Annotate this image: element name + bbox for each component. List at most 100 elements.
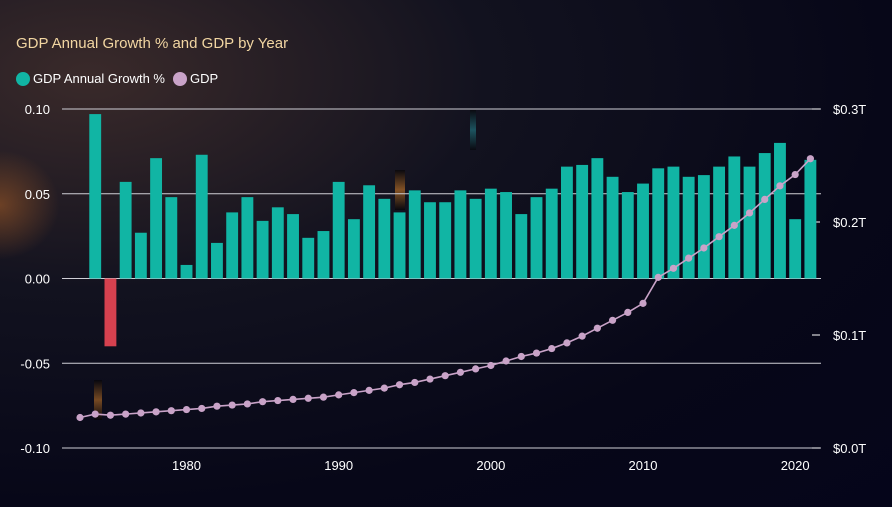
- gdp-point: [380, 384, 388, 392]
- bar: [287, 214, 299, 279]
- bar: [104, 278, 117, 347]
- legend-label-growth: GDP Annual Growth %: [33, 71, 165, 86]
- gdp-point: [441, 372, 449, 380]
- legend-label-gdp: GDP: [190, 71, 219, 86]
- bar: [195, 154, 208, 279]
- y-left-tick-label: -0.05: [20, 356, 50, 371]
- bar: [180, 264, 193, 279]
- bar: [424, 202, 436, 279]
- gdp-point: [761, 195, 769, 203]
- bar: [119, 181, 132, 279]
- gdp-point: [608, 316, 617, 324]
- bar: [804, 159, 817, 279]
- legend-item-growth[interactable]: GDP Annual Growth %: [16, 71, 165, 86]
- bar: [347, 219, 360, 279]
- gdp-point: [365, 386, 373, 394]
- bar: [256, 220, 269, 279]
- bar: [728, 156, 741, 279]
- gdp-point: [563, 339, 571, 347]
- bar: [439, 202, 452, 279]
- bar: [560, 166, 573, 279]
- bar: [515, 214, 528, 279]
- bar: [500, 192, 512, 279]
- gdp-point: [228, 401, 236, 409]
- bar: [530, 197, 543, 279]
- bar: [89, 114, 102, 279]
- background-glow: [94, 380, 102, 420]
- bar: [469, 198, 482, 279]
- bar: [378, 198, 391, 279]
- gdp-point: [182, 405, 191, 414]
- gdp-point: [213, 402, 221, 410]
- legend-marker-gdp: [173, 71, 187, 86]
- gdp-point: [502, 357, 510, 365]
- gdp-point: [456, 368, 465, 376]
- bar: [758, 153, 771, 279]
- bar: [606, 176, 619, 279]
- gdp-point: [106, 411, 115, 419]
- bar: [332, 181, 345, 279]
- bar: [393, 212, 406, 279]
- bar: [713, 166, 726, 279]
- bar: [652, 168, 665, 279]
- bar: [682, 176, 695, 279]
- gdp-point: [198, 404, 206, 413]
- gdp-point: [91, 410, 99, 418]
- bar: [454, 190, 467, 279]
- bar: [302, 237, 315, 279]
- gdp-point: [243, 400, 251, 408]
- gdp-point: [152, 408, 160, 416]
- bar: [134, 232, 147, 279]
- y-left-tick-label: 0.00: [25, 272, 50, 287]
- gdp-point: [578, 332, 586, 340]
- bar: [363, 185, 376, 279]
- gdp-point: [806, 155, 814, 163]
- bar: [317, 231, 330, 279]
- gdp-point: [548, 344, 556, 353]
- bar: [150, 158, 163, 279]
- gdp-point: [426, 375, 434, 383]
- gdp-point: [319, 393, 328, 401]
- x-tick-label: 2000: [476, 458, 505, 473]
- gdp-point: [654, 273, 662, 281]
- bar: [774, 142, 786, 279]
- chart-title: GDP Annual Growth % and GDP by Year: [16, 35, 289, 52]
- x-tick-label: 2020: [781, 458, 810, 473]
- y-right-tick-label: $0.3T: [833, 102, 866, 117]
- bar: [408, 190, 421, 279]
- y-right-tick-label: $0.0T: [833, 441, 866, 456]
- legend-item-gdp[interactable]: GDP: [173, 71, 218, 86]
- y-right-tick-label: $0.1T: [833, 328, 866, 343]
- bar: [591, 158, 604, 279]
- gdp-point: [685, 254, 693, 262]
- bar: [697, 175, 710, 279]
- gdp-point: [715, 233, 723, 241]
- y-left-tick-label: -0.10: [20, 441, 50, 456]
- y-left-tick-label: 0.05: [25, 187, 50, 202]
- gdp-point: [487, 361, 495, 370]
- bar: [637, 183, 649, 279]
- background-glow: [470, 110, 476, 150]
- gdp-point: [472, 365, 480, 373]
- gdp-point: [532, 349, 541, 357]
- gdp-point: [274, 396, 282, 405]
- gdp-point: [730, 221, 738, 229]
- gdp-point: [122, 410, 130, 418]
- gdp-point: [639, 299, 647, 307]
- gdp-point: [593, 324, 601, 332]
- y-left-tick-label: 0.10: [25, 102, 50, 117]
- gdp-point: [624, 308, 632, 316]
- background-glow: [0, 150, 60, 260]
- gdp-point: [700, 244, 708, 252]
- legend-marker-growth: [16, 71, 30, 86]
- gdp-point: [411, 378, 419, 387]
- bar: [789, 219, 802, 279]
- gdp-point: [745, 209, 754, 217]
- bar: [743, 166, 756, 279]
- gdp-point: [335, 391, 343, 399]
- bar: [211, 242, 223, 279]
- gdp-point: [167, 407, 175, 415]
- gdp-point: [76, 413, 84, 422]
- gdp-point: [289, 395, 297, 404]
